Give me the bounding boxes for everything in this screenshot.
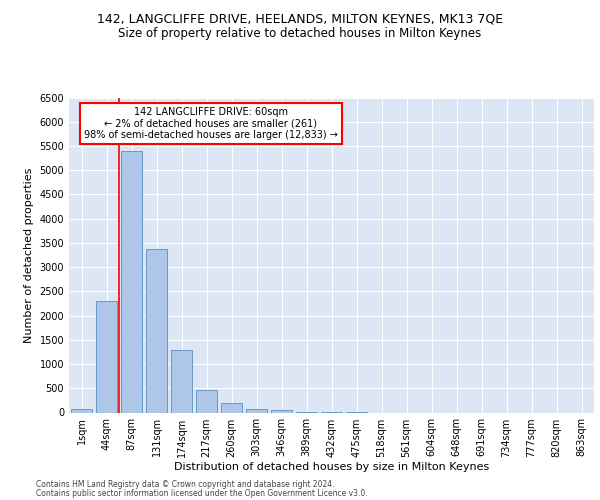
Text: Contains public sector information licensed under the Open Government Licence v3: Contains public sector information licen…: [36, 489, 368, 498]
Bar: [221, 404, 242, 412]
Bar: [246, 408, 267, 412]
X-axis label: Distribution of detached houses by size in Milton Keynes: Distribution of detached houses by size …: [174, 462, 489, 472]
Text: 142 LANGCLIFFE DRIVE: 60sqm
← 2% of detached houses are smaller (261)
98% of sem: 142 LANGCLIFFE DRIVE: 60sqm ← 2% of deta…: [84, 107, 338, 140]
Text: Contains HM Land Registry data © Crown copyright and database right 2024.: Contains HM Land Registry data © Crown c…: [36, 480, 335, 489]
Bar: [121, 151, 142, 412]
Bar: [271, 410, 292, 412]
Bar: [146, 249, 167, 412]
Y-axis label: Number of detached properties: Number of detached properties: [24, 168, 34, 342]
Bar: [196, 390, 217, 412]
Text: Size of property relative to detached houses in Milton Keynes: Size of property relative to detached ho…: [118, 28, 482, 40]
Bar: [171, 350, 192, 412]
Bar: [96, 301, 117, 412]
Bar: [71, 409, 92, 412]
Text: 142, LANGCLIFFE DRIVE, HEELANDS, MILTON KEYNES, MK13 7QE: 142, LANGCLIFFE DRIVE, HEELANDS, MILTON …: [97, 12, 503, 26]
